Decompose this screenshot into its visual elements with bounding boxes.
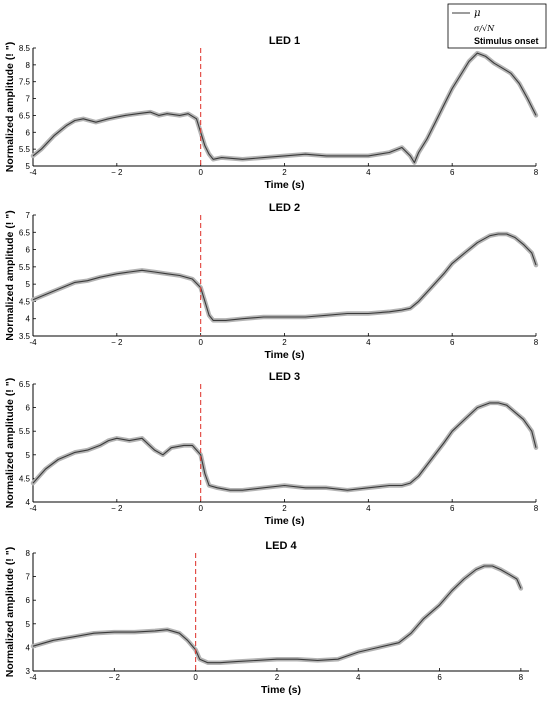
x-axis-label: Time (s) [264, 515, 304, 527]
chart-title: LED 1 [269, 35, 300, 47]
legend-mean-label: μ [474, 8, 481, 19]
y-tick-label: 5 [26, 620, 31, 629]
x-tick-label: 0 [198, 504, 203, 513]
sem-band [30, 50, 539, 165]
x-tick-label: 6 [450, 338, 455, 347]
legend-onset-label: Stimulus onset [474, 36, 539, 46]
sem-band [30, 563, 524, 665]
y-tick-label: 7 [26, 211, 31, 220]
chart-title: LED 2 [269, 202, 300, 214]
y-tick-label: 6 [26, 404, 31, 413]
x-tick-label: 6 [450, 504, 455, 513]
y-tick-label: 8 [26, 61, 31, 70]
x-tick-label: -4 [29, 504, 37, 513]
y-tick-label: 3.5 [19, 332, 31, 341]
x-tick-label: 8 [534, 504, 539, 513]
y-tick-label: 7 [26, 95, 31, 104]
y-tick-label: 6.5 [19, 228, 31, 237]
y-tick-label: 4 [26, 643, 31, 652]
mean-line [32, 402, 537, 491]
y-tick-label: 6 [26, 128, 31, 137]
x-tick-label: 8 [519, 673, 524, 682]
y-tick-label: 7.5 [19, 78, 31, 87]
x-tick-label: 4 [356, 673, 361, 682]
x-tick-label: 4 [366, 504, 371, 513]
y-tick-label: 8 [26, 549, 31, 558]
mean-line [32, 565, 522, 664]
chart-panel-3: LED 3 -4 − 2 0 2 4 6 8 4 4.5 5 5.5 6 6.5 Time (s) Norma… [4, 371, 539, 527]
y-axis-label: Normalized amplitude (! ") [4, 547, 16, 677]
legend-sem-label: σ/√N [474, 24, 495, 33]
y-tick-label: 6 [26, 596, 31, 605]
x-tick-label: − 2 [109, 673, 121, 682]
y-tick-label: 5 [26, 280, 31, 289]
y-tick-label: 6 [26, 246, 31, 255]
x-tick-label: 2 [282, 168, 287, 177]
chart-title: LED 3 [269, 371, 300, 383]
chart-panel-4: LED 4 -4 − 2 0 2 4 6 8 3 4 5 6 7 8 Time (s) Normalized … [4, 540, 529, 696]
x-tick-label: 2 [282, 504, 287, 513]
y-tick-label: 4.5 [19, 474, 31, 483]
y-tick-label: 4.5 [19, 297, 31, 306]
x-tick-label: 6 [450, 168, 455, 177]
y-axis-label: Normalized amplitude (! ") [4, 210, 16, 340]
x-tick-label: 4 [366, 168, 371, 177]
x-tick-label: -4 [29, 338, 37, 347]
y-tick-label: 4 [26, 315, 31, 324]
x-axis-label: Time (s) [261, 684, 301, 696]
x-tick-label: 2 [275, 673, 280, 682]
y-tick-label: 5 [26, 451, 31, 460]
y-tick-label: 6.5 [19, 380, 31, 389]
y-tick-label: 3 [26, 667, 31, 676]
y-tick-label: 5.5 [19, 145, 31, 154]
x-tick-label: 8 [534, 338, 539, 347]
x-tick-label: 4 [366, 338, 371, 347]
x-tick-label: 6 [437, 673, 442, 682]
y-tick-label: 6.5 [19, 111, 31, 120]
x-axis-label: Time (s) [264, 179, 304, 191]
x-tick-label: 0 [193, 673, 198, 682]
y-tick-label: 5.5 [19, 427, 31, 436]
sem-band [30, 231, 539, 323]
x-axis-label: Time (s) [264, 349, 304, 361]
legend-box [447, 3, 547, 49]
y-tick-label: 5 [26, 162, 31, 171]
mean-line [32, 233, 537, 321]
x-tick-label: − 2 [111, 504, 123, 513]
y-axis-label: Normalized amplitude (! ") [4, 42, 16, 172]
x-tick-label: 0 [198, 168, 203, 177]
y-tick-label: 5.5 [19, 263, 31, 272]
mean-line [32, 52, 537, 164]
y-tick-label: 8.5 [19, 44, 31, 53]
x-tick-label: − 2 [111, 168, 123, 177]
x-tick-label: -4 [29, 168, 37, 177]
x-tick-label: -4 [29, 673, 37, 682]
legend: μ σ/√N Stimulus onset [447, 3, 547, 49]
x-tick-label: 2 [282, 338, 287, 347]
chart-panel-2: LED 2 -4 − 2 0 2 4 6 8 3.5 4 4.5 5 5.5 6 6.5 7 Time (s) N… [4, 202, 539, 361]
y-axis-label: Normalized amplitude (! ") [4, 378, 16, 508]
x-tick-label: − 2 [111, 338, 123, 347]
y-tick-label: 4 [26, 498, 31, 507]
chart-title: LED 4 [265, 540, 297, 552]
y-tick-label: 7 [26, 573, 31, 582]
chart-panel-1: LED 1 -4 − 2 0 2 4 6 8 5 5.5 6 6.5 7 7.5 8 8.5 Time (s) N… [4, 35, 539, 191]
sem-band [30, 400, 539, 493]
x-tick-label: 0 [198, 338, 203, 347]
x-tick-label: 8 [534, 168, 539, 177]
